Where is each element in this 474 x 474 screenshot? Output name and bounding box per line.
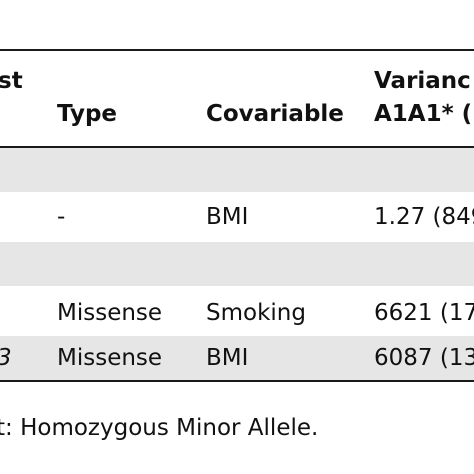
row3-covariable: BMI bbox=[206, 345, 249, 371]
group-band-2 bbox=[0, 242, 474, 286]
table-footnote: t: Homozygous Minor Allele. bbox=[0, 415, 319, 441]
table-top-rule bbox=[0, 49, 474, 51]
header-type: Type bbox=[57, 101, 118, 127]
row1-value: 1.27 (849 bbox=[374, 204, 474, 230]
row1-covariable: BMI bbox=[206, 204, 249, 230]
header-bottom-rule bbox=[0, 146, 474, 148]
header-first-column: st bbox=[0, 68, 23, 94]
header-variance-line1: Varianc bbox=[374, 68, 471, 94]
group-band-3 bbox=[0, 336, 474, 380]
row1-type: - bbox=[57, 204, 66, 230]
row3-type: Missense bbox=[57, 345, 163, 371]
row2-type: Missense bbox=[57, 300, 163, 326]
header-variance-line2: A1A1* ( bbox=[374, 101, 473, 127]
group-band-1 bbox=[0, 148, 474, 192]
header-covariable: Covariable bbox=[206, 101, 344, 127]
row3-value: 6087 (13 bbox=[374, 345, 474, 371]
row3-first-column: 3 bbox=[0, 345, 12, 371]
table-bottom-rule bbox=[0, 380, 474, 382]
row2-covariable: Smoking bbox=[206, 300, 306, 326]
row2-value: 6621 (17 bbox=[374, 300, 474, 326]
